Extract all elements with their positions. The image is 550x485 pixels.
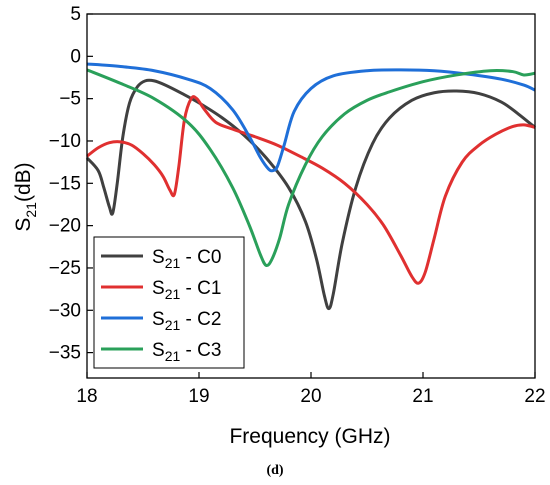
series-lines <box>85 62 536 311</box>
y-tick-label: −10 <box>49 131 81 152</box>
legend-label-2: S21 - C2 <box>152 309 221 333</box>
series-line-2 <box>86 62 536 173</box>
legend-box <box>93 236 245 369</box>
legend-label-1: S21 - C1 <box>152 278 221 302</box>
svg-text:S21(dB): S21(dB) <box>12 162 39 231</box>
y-tick-label: −25 <box>49 258 81 279</box>
legend: S21 - C0 S21 - C1 S21 - C2 S21 - C3 <box>93 236 245 369</box>
y-tick-label: 0 <box>70 46 81 67</box>
y-axis-title: S21(dB) <box>12 162 39 231</box>
series-line-0 <box>85 78 536 311</box>
legend-label-0: S21 - C0 <box>152 247 221 271</box>
series-line-1 <box>86 95 536 285</box>
plot-frame <box>86 13 536 379</box>
x-tick-label: 18 <box>76 386 97 407</box>
x-tick-label: 22 <box>524 386 545 407</box>
x-tick-label: 19 <box>188 386 209 407</box>
y-tick-label: −15 <box>49 173 81 194</box>
axis-ticks: 18 19 20 21 22 5 0 −5 −10 −15 −20 −25 −30 −35 <box>49 4 546 407</box>
y-axis-title-subscript: 21 <box>23 202 39 218</box>
series-line-3 <box>86 68 536 268</box>
figure-caption: (d) <box>266 463 283 478</box>
y-tick-label: −5 <box>59 89 81 110</box>
x-tick-label: 20 <box>300 386 321 407</box>
legend-label-3: S21 - C3 <box>152 340 221 364</box>
x-tick-label: 21 <box>412 386 433 407</box>
y-tick-label: −20 <box>49 216 81 237</box>
y-tick-label: 5 <box>70 4 81 25</box>
y-tick-label: −30 <box>49 300 81 321</box>
x-axis-title: Frequency (GHz) <box>229 425 390 448</box>
y-tick-label: −35 <box>49 343 81 364</box>
